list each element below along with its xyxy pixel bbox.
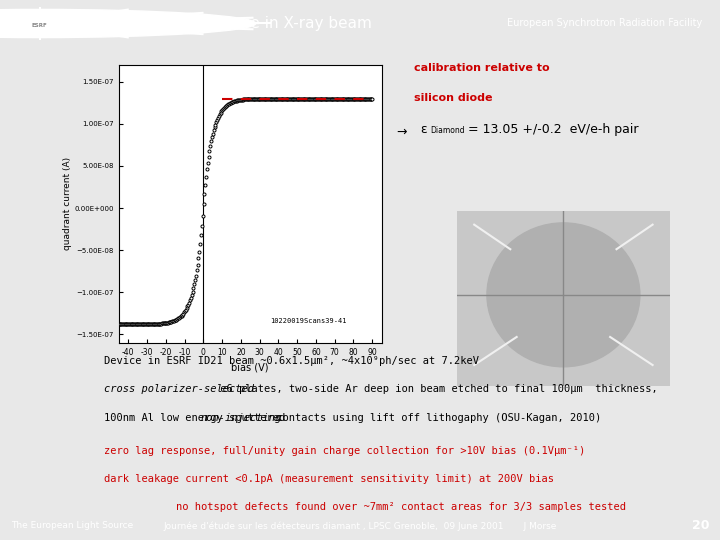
Text: silicon diode: silicon diode: [414, 93, 492, 103]
Text: →: →: [396, 125, 407, 138]
Text: = 13.05 +/-0.2  eV/e-h pair: = 13.05 +/-0.2 eV/e-h pair: [468, 123, 639, 136]
Text: Journée d'étude sur les détecteurs diamant , LPSC Grenoble,  09 June 2001       : Journée d'étude sur les détecteurs diama…: [163, 521, 557, 531]
Ellipse shape: [487, 223, 640, 367]
Text: The European Light Source: The European Light Source: [11, 522, 133, 530]
Text: 10220019Scans39-41: 10220019Scans39-41: [270, 319, 346, 325]
Text: ε: ε: [420, 123, 426, 136]
Text: 100nm Al low energy sputtered: 100nm Al low energy sputtered: [104, 413, 292, 423]
Text: e6 plates, two-side Ar deep ion beam etched to final 100μm  thickness,: e6 plates, two-side Ar deep ion beam etc…: [214, 384, 657, 395]
Text: ESRF: ESRF: [32, 23, 48, 28]
Text: single crystal: single crystal: [78, 16, 179, 31]
Y-axis label: quadrant current (A): quadrant current (A): [63, 157, 72, 251]
Text: zero lag response, full/unity gain charge collection for >10V bias (0.1Vμm⁻¹): zero lag response, full/unity gain charg…: [104, 446, 585, 456]
Text: 20: 20: [692, 519, 709, 532]
X-axis label: bias (V): bias (V): [231, 362, 269, 372]
Circle shape: [0, 9, 256, 38]
Text: non-injecting: non-injecting: [201, 413, 282, 423]
Text: cross polarizer-selected: cross polarizer-selected: [104, 384, 254, 395]
Text: Diamond: Diamond: [431, 126, 465, 136]
Text: Device in ESRF ID21 beam ~0.6x1.5μm², ~4x10⁹ph/sec at 7.2keV: Device in ESRF ID21 beam ~0.6x1.5μm², ~4…: [104, 356, 480, 367]
Text: calibration relative to: calibration relative to: [414, 63, 549, 73]
Text: I-V response in X-ray beam: I-V response in X-ray beam: [156, 16, 372, 31]
Text: contacts using lift off lithogaphy (OSU-Kagan, 2010): contacts using lift off lithogaphy (OSU-…: [270, 413, 601, 423]
Text: no hotspot defects found over ~7mm² contact areas for 3/3 samples tested: no hotspot defects found over ~7mm² cont…: [176, 502, 626, 512]
Text: European Synchrotron Radiation Facility: European Synchrotron Radiation Facility: [507, 18, 702, 29]
Text: dark leakage current <0.1pA (measurement sensitivity limit) at 200V bias: dark leakage current <0.1pA (measurement…: [104, 474, 554, 484]
